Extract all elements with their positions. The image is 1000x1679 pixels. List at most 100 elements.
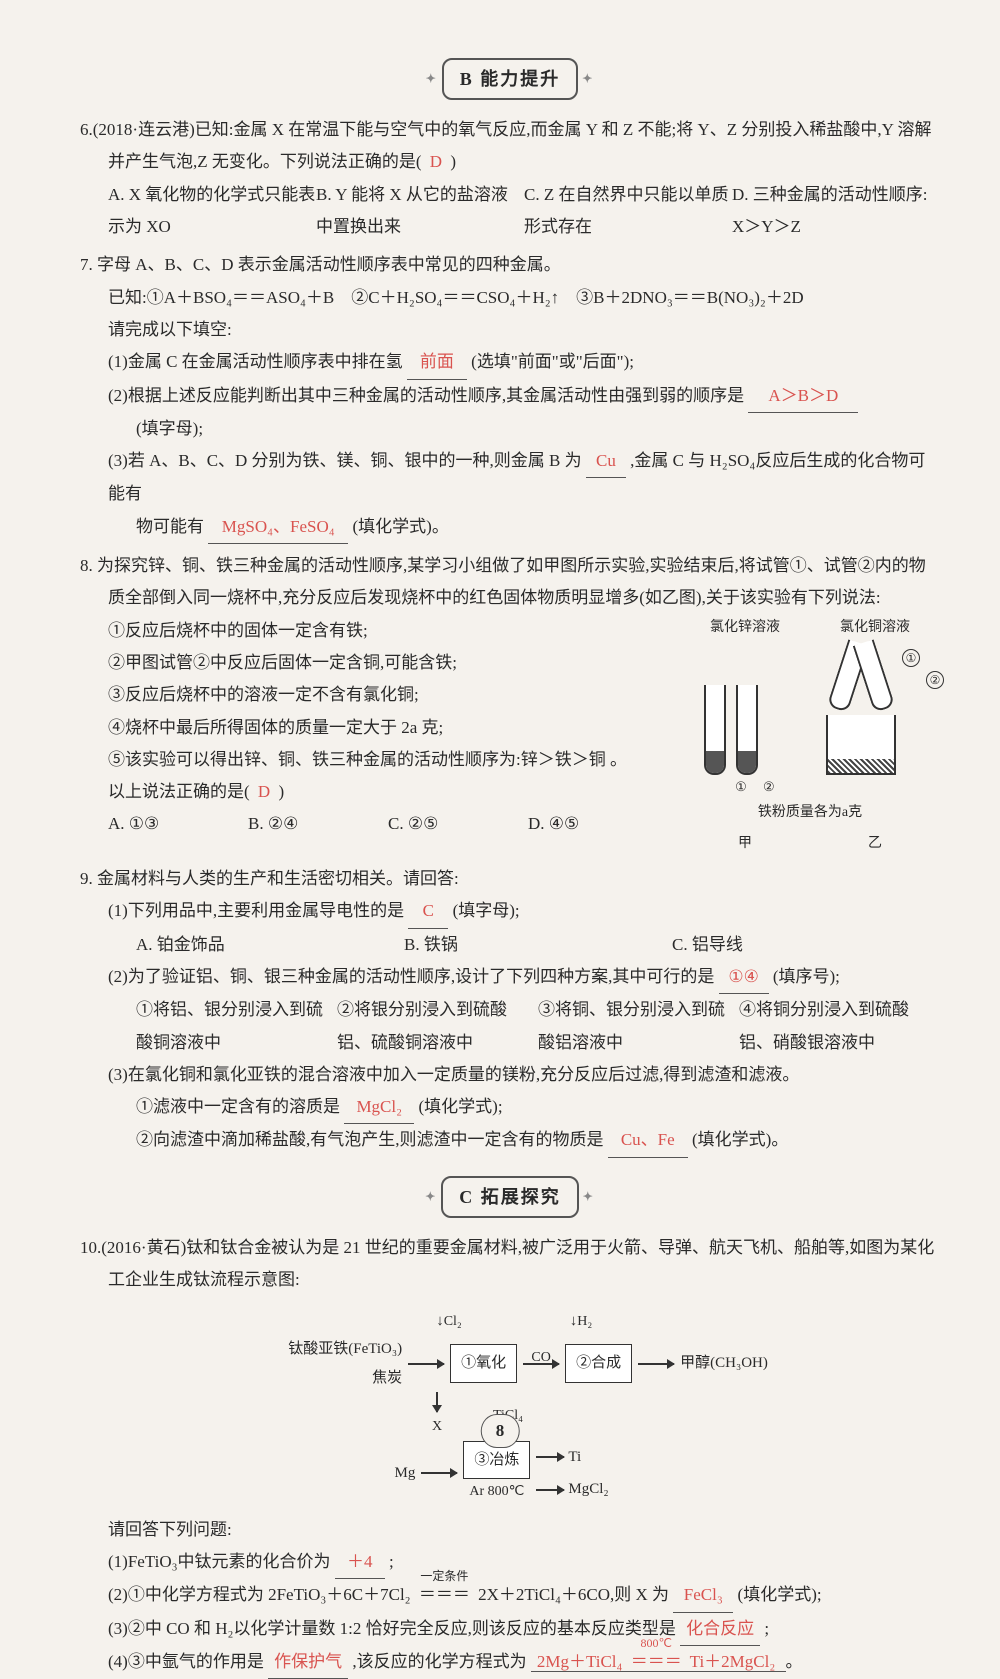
question-10: 10.(2016·黄石)钛和钛合金被认为是 21 世纪的重要金属材料,被广泛用于… — [80, 1232, 940, 1679]
q8-dia-row: ① ② — [680, 641, 940, 775]
q10-p4-ans2-cond: 800℃ — [627, 1632, 686, 1655]
q7-p3-pre: (3)若 A、B、C、D 分别为铁、镁、铜、银中的一种,则金属 B 为 — [108, 451, 582, 470]
q8-mark2: ② — [926, 671, 944, 689]
q7-line1: 7. 字母 A、B、C、D 表示金属活动性顺序表中常见的四种金属。 — [80, 249, 940, 281]
q7-line2: 已知:①A＋BSO₄＝＝ASO₄＋B ②C＋H₂SO₄＝＝CSO₄＋H₂↑ ③B… — [80, 282, 940, 314]
question-9: 9. 金属材料与人类的生产和生活密切相关。请回答: (1)下列用品中,主要利用金… — [80, 863, 940, 1158]
q10-qline: 请回答下列问题: — [80, 1514, 940, 1546]
q8-dia-top-l: 氯化锌溶液 — [710, 615, 780, 642]
q10-p2-cond: 一定条件 — [415, 1565, 474, 1588]
q8-mark1: ① — [902, 649, 920, 667]
q10-p4-ans1: 作保护气 — [268, 1646, 348, 1679]
q10-p4: (4)③中氩气的作用是 作保护气 ,该反应的化学方程式为 2Mg＋TiCl₄ 8… — [80, 1646, 940, 1679]
flow-row-3: Mg ③冶炼 Ar 800℃ Ti MgCl₂ — [190, 1441, 830, 1506]
q7-p1-answer: 前面 — [407, 346, 467, 379]
q8-diagram-toplabels: 氯化锌溶液 氯化铜溶液 — [680, 615, 940, 642]
q7-p1: (1)金属 C 在金属活动性顺序表中排在氢 前面 (选填"前面"或"后面"); — [80, 346, 940, 379]
q7-p3-post: (填化学式)。 — [353, 517, 449, 536]
section-b-badge: B 能力提升 — [442, 58, 579, 100]
q10-p1-post: ; — [389, 1552, 394, 1571]
section-c-header: C 拓展探究 — [80, 1176, 940, 1218]
arrow-icon — [536, 1489, 564, 1491]
flow-cl2: Cl₂ — [444, 1314, 462, 1329]
q8-options: A. ①③ B. ②④ C. ②⑤ D. ④⑤ — [80, 808, 668, 840]
q9-p1-opts: A. 铂金饰品 B. 铁锅 C. 铝导线 — [80, 929, 940, 961]
q10-p2-pre: (2)①中化学方程式为 2FeTiO₃＋6C＋7Cl₂ — [108, 1585, 411, 1604]
q8-dia-marks: ① ② — [680, 775, 940, 800]
flow-mg: Mg — [285, 1459, 415, 1488]
q8-tail-post: ) — [278, 782, 284, 801]
question-7: 7. 字母 A、B、C、D 表示金属活动性顺序表中常见的四种金属。 已知:①A＋… — [80, 249, 940, 544]
flow-out3: Ti MgCl₂ — [536, 1443, 608, 1504]
flow-row-top: ↓Cl₂ ↓H₂ — [190, 1307, 830, 1336]
q10-p4-post: 。 — [786, 1652, 803, 1671]
q7-p3-ans2: MgSO₄、FeSO₄ — [208, 511, 348, 544]
eq-arrow-icon: 800℃＝＝＝ — [627, 1646, 686, 1678]
q7-p1-pre: (1)金属 C 在金属活动性顺序表中排在氢 — [108, 352, 403, 371]
q6-options: A. X 氧化物的化学式只能表示为 XO B. Y 能将 X 从它的盐溶液中置换… — [80, 179, 940, 244]
q10-p2-ans: FeCl₃ — [673, 1579, 733, 1612]
q8-tail-pre: 以上说法正确的是( — [108, 782, 250, 801]
q7-p2-pre: (2)根据上述反应能判断出其中三种金属的活动性顺序,其金属活动性由强到弱的顺序是 — [108, 386, 744, 405]
flow-input: 钛酸亚铁(FeTiO₃) 焦炭 — [252, 1335, 402, 1392]
flow-ti: Ti — [568, 1443, 581, 1472]
q9-p3a-post: (填化学式); — [419, 1097, 503, 1116]
q8-opt-b: B. ②④ — [248, 808, 388, 840]
q7-p1-post: (选填"前面"或"后面"); — [471, 352, 634, 371]
q9-p2-o1: ①将铝、银分别浸入到硫酸铜溶液中 — [136, 994, 337, 1059]
q6-opt-c: C. Z 在自然界中只能以单质形式存在 — [524, 179, 732, 244]
q10-p3-post: ; — [764, 1619, 769, 1638]
eq-arrow-icon: 一定条件＝＝＝ — [415, 1579, 474, 1611]
q8-dia-caption: 铁粉质量各为a克 — [680, 800, 940, 827]
q9-p3b-pre: ②向滤渣中滴加稀盐酸,有气泡产生,则滤渣中一定含有的物质是 — [136, 1130, 604, 1149]
q10-p1-ans: ＋4 — [335, 1546, 385, 1579]
q7-line3: 请完成以下填空: — [80, 314, 940, 346]
q10-p2: (2)①中化学方程式为 2FeTiO₃＋6C＋7Cl₂ 一定条件＝＝＝ 2X＋2… — [80, 1579, 940, 1612]
q9-line1: 9. 金属材料与人类的生产和生活密切相关。请回答: — [80, 863, 940, 895]
q9-p1-opt-a: A. 铂金饰品 — [136, 929, 404, 961]
q8-opt-a: A. ①③ — [108, 808, 248, 840]
q10-line1: 10.(2016·黄石)钛和钛合金被认为是 21 世纪的重要金属材料,被广泛用于… — [80, 1232, 940, 1297]
q10-p3-pre: (3)②中 CO 和 H₂以化学计量数 1:2 恰好完全反应,则该反应的基本反应… — [108, 1619, 676, 1638]
page-number: 8 — [481, 1414, 520, 1448]
arrow-icon — [638, 1363, 674, 1365]
arrow-icon — [408, 1363, 444, 1365]
q10-p2-mid: 2X＋2TiCl₄＋6CO,则 X 为 — [478, 1585, 669, 1604]
q9-p2-o2: ②将银分别浸入到硫酸铝、硫酸铜溶液中 — [337, 994, 538, 1059]
flow-box1: ①氧化 — [450, 1344, 517, 1383]
q7-p2-post: (填字母); — [80, 413, 940, 445]
q6-stem-tail: ) — [450, 152, 456, 171]
q9-p3b: ②向滤渣中滴加稀盐酸,有气泡产生,则滤渣中一定含有的物质是 Cu、Fe (填化学… — [80, 1124, 940, 1157]
q10-p4-ans2: 2Mg＋TiCl₄ 800℃＝＝＝ Ti＋2MgCl₂ — [531, 1652, 786, 1672]
flow-in1b: 焦炭 — [252, 1364, 402, 1393]
q7-p2-answer: A＞B＞D — [748, 380, 858, 413]
q7-p3: (3)若 A、B、C、D 分别为铁、镁、铜、银中的一种,则金属 B 为 Cu ,… — [80, 445, 940, 511]
section-b-header: B 能力提升 — [80, 58, 940, 100]
q9-p3a: ①滤液中一定含有的溶质是 MgCl₂ (填化学式); — [80, 1091, 940, 1124]
q9-p1-ans: C — [408, 895, 448, 928]
q8-dia-left — [704, 685, 758, 775]
q10-p3: (3)②中 CO 和 H₂以化学计量数 1:2 恰好完全反应,则该反应的基本反应… — [80, 1613, 940, 1646]
flow-row-1: 钛酸亚铁(FeTiO₃) 焦炭 ①氧化 CO ②合成 甲醇(CH₃OH) — [190, 1335, 830, 1392]
q6-answer: D — [426, 152, 446, 171]
q10-p3-ans: 化合反应 — [680, 1613, 760, 1646]
tilt-tubes — [806, 641, 916, 711]
q10-p1: (1)FeTiO₃中钛元素的化合价为 ＋4 ; — [80, 1546, 940, 1579]
q9-p1: (1)下列用品中,主要利用金属导电性的是 C (填字母); — [80, 895, 940, 928]
q6-opt-d: D. 三种金属的活动性顺序: X＞Y＞Z — [732, 179, 940, 244]
q9-p1-pre: (1)下列用品中,主要利用金属导电性的是 — [108, 901, 404, 920]
arrow-down-icon — [436, 1392, 438, 1412]
q9-p3a-ans: MgCl₂ — [344, 1091, 414, 1124]
q9-p2-pre: (2)为了验证铝、铜、银三种金属的活动性顺序,设计了下列四种方案,其中可行的是 — [108, 967, 714, 986]
flow-in1a: 钛酸亚铁(FeTiO₃) — [252, 1335, 402, 1364]
q9-p2-o4: ④将铜分别浸入到硫酸铝、硝酸银溶液中 — [739, 994, 940, 1059]
q9-p2-post: (填序号); — [773, 967, 840, 986]
arrow-icon — [421, 1472, 457, 1474]
q9-p1-opt-b: B. 铁锅 — [404, 929, 672, 961]
q9-p2-opts: ①将铝、银分别浸入到硫酸铜溶液中 ②将银分别浸入到硫酸铝、硫酸铜溶液中 ③将铜、… — [80, 994, 940, 1059]
q8-dia-bottom: 甲 乙 — [680, 831, 940, 858]
q9-p1-post: (填字母); — [453, 901, 520, 920]
q8-dia-right: ① ② — [806, 641, 916, 775]
q10-flow-diagram: ↓Cl₂ ↓H₂ 钛酸亚铁(FeTiO₃) 焦炭 ①氧化 CO ②合成 甲醇(C… — [190, 1307, 830, 1506]
q7-p2: (2)根据上述反应能判断出其中三种金属的活动性顺序,其金属活动性由强到弱的顺序是… — [80, 380, 940, 413]
